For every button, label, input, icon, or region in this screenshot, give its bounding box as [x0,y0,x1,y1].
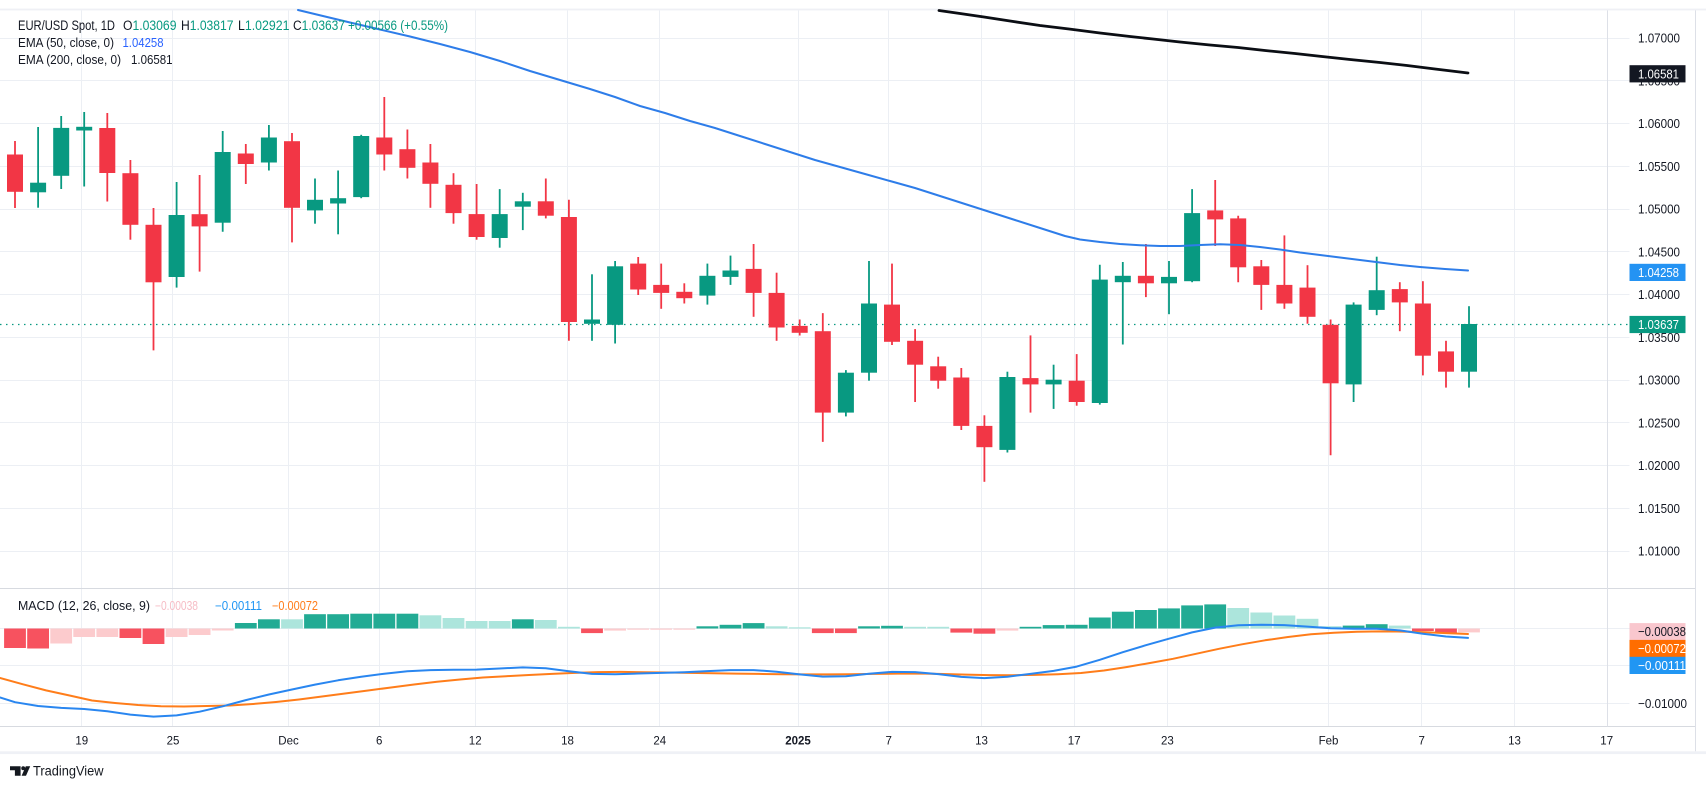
svg-text:H1.03817: H1.03817 [181,18,234,33]
svg-text:1.05000: 1.05000 [1638,202,1680,217]
svg-text:Feb: Feb [1319,736,1339,748]
svg-text:1.04258: 1.04258 [123,36,164,50]
svg-text:2025: 2025 [785,736,811,748]
svg-text:−0.00038: −0.00038 [1638,624,1686,639]
svg-text:MACD (12, 26, close, 9): MACD (12, 26, close, 9) [18,599,150,613]
svg-text:1.02500: 1.02500 [1638,415,1680,430]
svg-text:1.04000: 1.04000 [1638,287,1680,302]
svg-text:18: 18 [561,736,574,748]
svg-text:TradingView: TradingView [33,764,104,779]
svg-text:EMA (50, close, 0): EMA (50, close, 0) [18,36,114,50]
svg-text:23: 23 [1161,736,1174,748]
svg-text:12: 12 [469,736,482,748]
svg-text:1.03637: 1.03637 [1638,317,1679,332]
svg-text:7: 7 [885,736,891,748]
svg-text:EMA (200, close, 0): EMA (200, close, 0) [18,53,121,67]
svg-text:C1.03637: C1.03637 [293,18,345,33]
svg-text:1.06581: 1.06581 [1638,66,1679,81]
svg-text:1.03000: 1.03000 [1638,373,1680,388]
svg-text:1.07000: 1.07000 [1638,31,1680,46]
svg-text:−0.00111: −0.00111 [215,599,262,613]
svg-text:25: 25 [167,736,180,748]
svg-text:1.01000: 1.01000 [1638,544,1680,559]
svg-text:+0.00566 (+0.55%): +0.00566 (+0.55%) [348,18,448,33]
svg-text:EUR/USD Spot, 1D: EUR/USD Spot, 1D [18,18,115,33]
svg-text:−0.00038: −0.00038 [155,599,198,613]
svg-text:1.02000: 1.02000 [1638,458,1680,473]
svg-text:17: 17 [1600,736,1613,748]
svg-text:−0.00072: −0.00072 [1638,641,1686,656]
svg-text:1.04258: 1.04258 [1638,265,1679,280]
svg-text:−0.00072: −0.00072 [272,599,318,613]
svg-text:1.06000: 1.06000 [1638,116,1680,131]
svg-text:13: 13 [1508,736,1521,748]
svg-text:24: 24 [653,736,666,748]
svg-text:O1.03069: O1.03069 [123,18,177,33]
svg-text:13: 13 [975,736,988,748]
svg-text:Dec: Dec [278,736,299,748]
svg-text:6: 6 [376,736,382,748]
svg-text:1.03500: 1.03500 [1638,330,1680,345]
svg-text:1.05500: 1.05500 [1638,159,1680,174]
svg-text:1.04500: 1.04500 [1638,244,1680,259]
svg-text:7: 7 [1418,736,1424,748]
svg-text:17: 17 [1068,736,1081,748]
svg-text:19: 19 [75,736,88,748]
svg-text:−0.01000: −0.01000 [1638,696,1687,711]
svg-text:L1.02921: L1.02921 [238,18,290,33]
svg-text:−0.00111: −0.00111 [1638,658,1686,673]
svg-text:1.06581: 1.06581 [131,53,173,67]
svg-text:1.01500: 1.01500 [1638,501,1680,516]
